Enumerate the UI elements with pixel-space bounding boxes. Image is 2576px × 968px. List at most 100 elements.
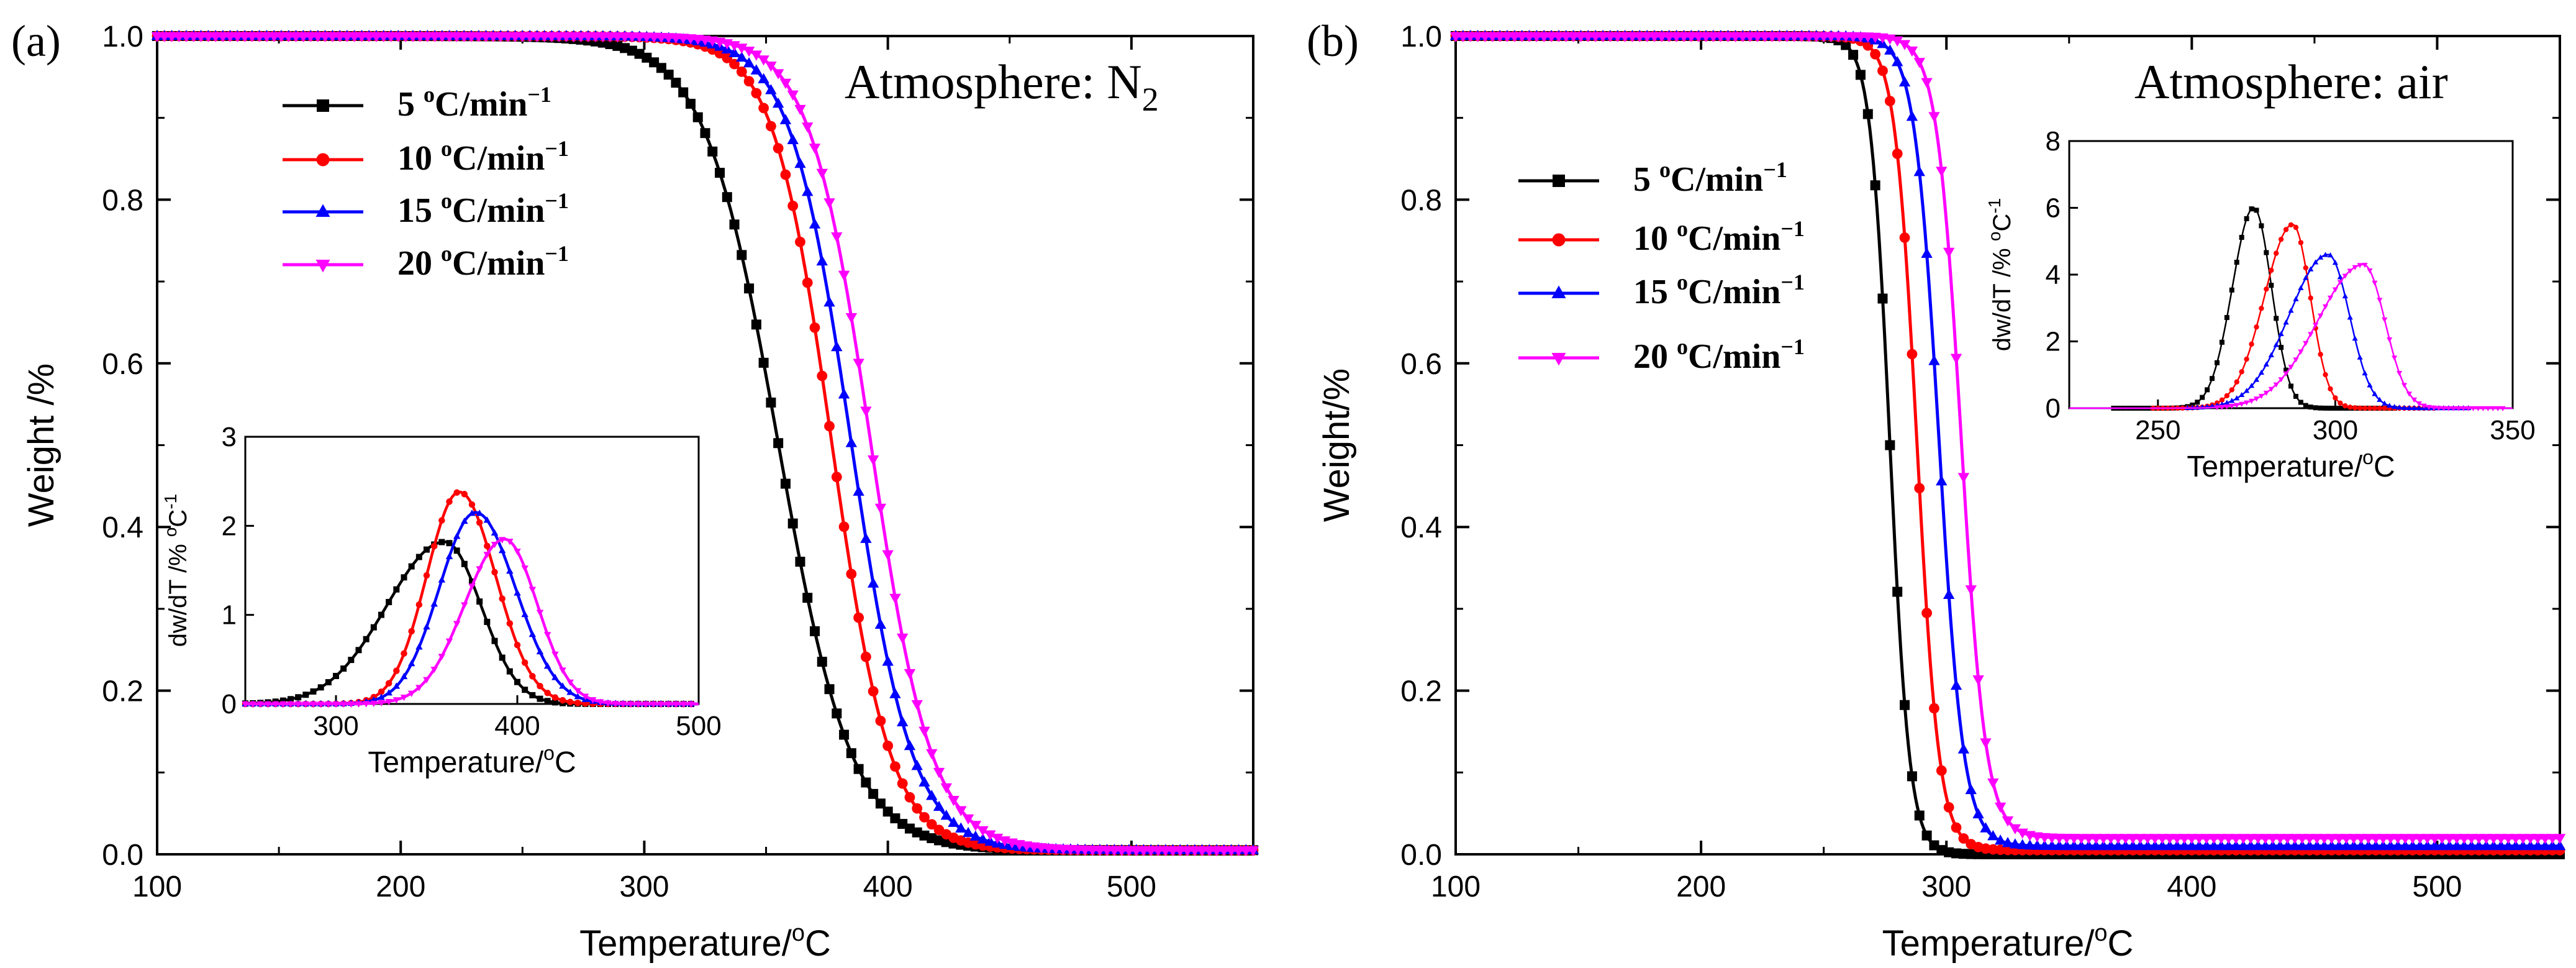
marker-15 — [816, 255, 828, 266]
marker-15 — [2355, 839, 2367, 851]
inset-marker-15 — [2268, 352, 2274, 357]
inset-marker-15 — [2337, 274, 2343, 280]
marker-20 — [2399, 834, 2411, 844]
marker-5 — [1877, 293, 1888, 304]
marker-20 — [597, 32, 609, 43]
inset-marker-20 — [461, 602, 468, 609]
marker-15 — [823, 296, 835, 307]
inset-x-tick-label: 250 — [2135, 415, 2180, 445]
marker-20 — [2127, 834, 2139, 844]
marker-20 — [2421, 834, 2433, 844]
inset-marker-10 — [2333, 395, 2338, 401]
marker-20 — [2179, 834, 2190, 844]
marker-15 — [2458, 839, 2470, 851]
inset-x-label-sup: o — [543, 742, 555, 764]
inset-marker-5 — [446, 540, 453, 547]
marker-15 — [2296, 839, 2308, 851]
x-axis-label: Temperature/oC — [579, 920, 831, 964]
marker-20 — [553, 32, 565, 43]
inset-marker-10 — [453, 489, 460, 496]
inset-marker-15 — [2362, 370, 2368, 376]
inset-marker-20 — [2436, 406, 2442, 411]
marker-20 — [2385, 834, 2397, 844]
inset-marker-20 — [2401, 383, 2408, 388]
inset-marker-5 — [491, 637, 498, 644]
marker-20 — [1744, 32, 1756, 43]
inset-marker-15 — [2229, 398, 2235, 403]
legend-unit: C/min — [452, 139, 545, 178]
inset-marker-5 — [2215, 360, 2220, 365]
marker-20 — [1656, 32, 1668, 42]
inset-marker-10 — [2338, 400, 2343, 406]
inset-marker-5 — [370, 624, 377, 631]
x-tick-label: 400 — [2167, 870, 2216, 903]
inset-marker-15 — [2322, 252, 2329, 257]
inset-marker-20 — [370, 700, 378, 708]
inset-marker-10 — [544, 690, 551, 696]
marker-20 — [1789, 32, 1800, 43]
legend-marker — [1551, 285, 1566, 298]
inset-marker-10 — [2362, 405, 2368, 411]
marker-20 — [1064, 845, 1077, 856]
marker-20 — [612, 32, 624, 43]
marker-5 — [1914, 810, 1925, 821]
marker-20 — [253, 32, 265, 42]
legend-exp: −1 — [1780, 216, 1805, 241]
inset-marker-10 — [2318, 352, 2323, 357]
inset-marker-10 — [2323, 372, 2328, 378]
legend-marker — [315, 204, 330, 217]
legend-unit: C/min — [435, 85, 527, 124]
marker-15 — [2193, 839, 2205, 851]
y-tick-label: 0.8 — [102, 184, 143, 217]
marker-20 — [1457, 32, 1469, 42]
marker-20 — [2406, 834, 2419, 844]
marker-20 — [363, 32, 375, 43]
inset-marker-15 — [2352, 336, 2358, 341]
marker-15 — [1980, 822, 1992, 833]
inset-marker-10 — [2298, 240, 2304, 245]
marker-20 — [1936, 167, 1948, 177]
inset-y-label-tail: C — [165, 509, 192, 527]
inset-marker-20 — [2456, 406, 2462, 411]
legend-sup: o — [1677, 270, 1688, 295]
inset-marker-5 — [408, 563, 415, 570]
x-tick-label: 400 — [863, 870, 913, 903]
marker-15 — [904, 739, 916, 751]
marker-20 — [2289, 834, 2301, 844]
legend-marker — [1553, 175, 1565, 187]
marker-20 — [414, 32, 426, 43]
inset-marker-20 — [2411, 397, 2417, 403]
marker-20 — [2377, 834, 2389, 844]
marker-20 — [1921, 78, 1933, 88]
marker-15 — [2238, 839, 2249, 851]
marker-5 — [1892, 587, 1903, 597]
inset-marker-5 — [386, 599, 392, 606]
marker-5 — [1921, 830, 1932, 841]
y-tick-label: 1.0 — [102, 21, 143, 53]
inset-marker-20 — [2234, 403, 2240, 408]
x-axis: 100 200 300 400 500 — [132, 36, 1156, 903]
marker-20 — [838, 270, 850, 281]
inset-marker-10 — [2342, 403, 2348, 409]
inset-y-tick-label: 4 — [2046, 260, 2061, 290]
inset-marker-5 — [310, 688, 317, 695]
marker-5 — [868, 788, 879, 799]
marker-20 — [451, 32, 463, 43]
legend-exp: −1 — [545, 188, 569, 213]
atmosphere-annotation-text: Atmosphere: N — [845, 55, 1142, 109]
inset-marker-5 — [295, 694, 302, 701]
marker-20 — [583, 32, 594, 43]
inset-marker-15 — [559, 682, 566, 689]
marker-20 — [2230, 834, 2242, 844]
marker-20 — [1523, 32, 1535, 42]
inset-marker-15 — [2342, 293, 2348, 299]
marker-15 — [1906, 111, 1918, 121]
legend-space — [432, 191, 441, 230]
marker-20 — [1152, 846, 1164, 857]
marker-5 — [1885, 440, 1895, 450]
marker-20 — [1218, 846, 1230, 857]
inset-marker-15 — [392, 682, 401, 689]
marker-15 — [2208, 839, 2220, 851]
marker-20 — [378, 32, 389, 43]
inset-marker-15 — [2293, 296, 2299, 301]
